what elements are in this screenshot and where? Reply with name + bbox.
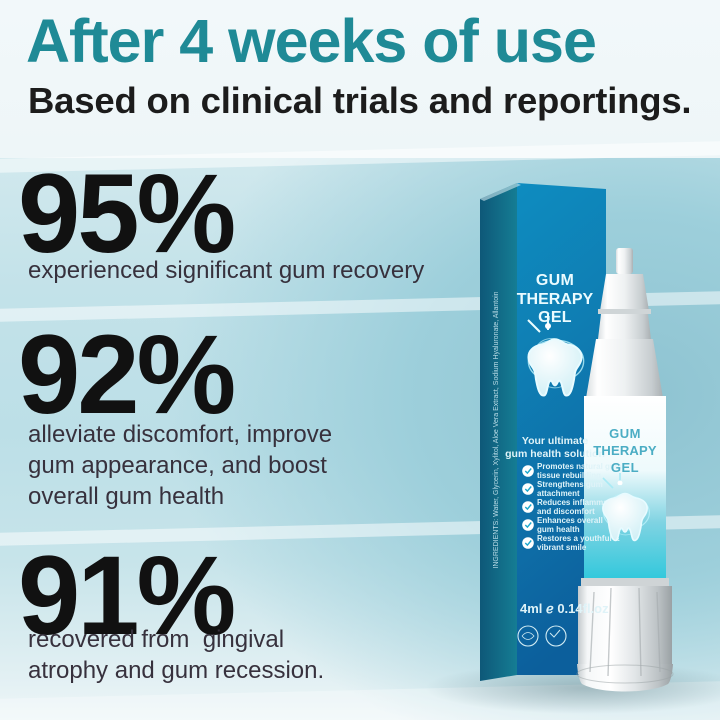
svg-text:tissue rebuilding: tissue rebuilding xyxy=(537,471,601,480)
svg-text:Enhances overall: Enhances overall xyxy=(537,516,603,525)
svg-text:4ml ℯ 0.14fl.oz: 4ml ℯ 0.14fl.oz xyxy=(520,601,609,616)
svg-text:Your ultimate: Your ultimate xyxy=(522,435,588,447)
svg-text:and discomfort: and discomfort xyxy=(537,507,595,516)
svg-text:INGREDIENTS: Water, Glycerin,: INGREDIENTS: Water, Glycerin, Xylitol, A… xyxy=(493,291,500,568)
svg-text:THERAPY: THERAPY xyxy=(593,443,657,458)
svg-text:gum health solution: gum health solution xyxy=(505,448,605,460)
svg-text:gum health: gum health xyxy=(537,525,580,534)
svg-text:GEL: GEL xyxy=(611,460,639,475)
svg-text:GUM: GUM xyxy=(609,426,641,441)
svg-text:Restores a youthful &: Restores a youthful & xyxy=(537,534,620,543)
svg-text:Strengthens gum: Strengthens gum xyxy=(537,480,603,489)
svg-text:vibrant smile: vibrant smile xyxy=(537,543,587,552)
svg-text:GUM: GUM xyxy=(536,272,574,289)
svg-text:Promotes natural gum: Promotes natural gum xyxy=(537,462,622,471)
svg-text:GEL: GEL xyxy=(538,309,572,326)
svg-text:THERAPY: THERAPY xyxy=(517,291,594,308)
svg-text:attachment: attachment xyxy=(537,489,580,498)
